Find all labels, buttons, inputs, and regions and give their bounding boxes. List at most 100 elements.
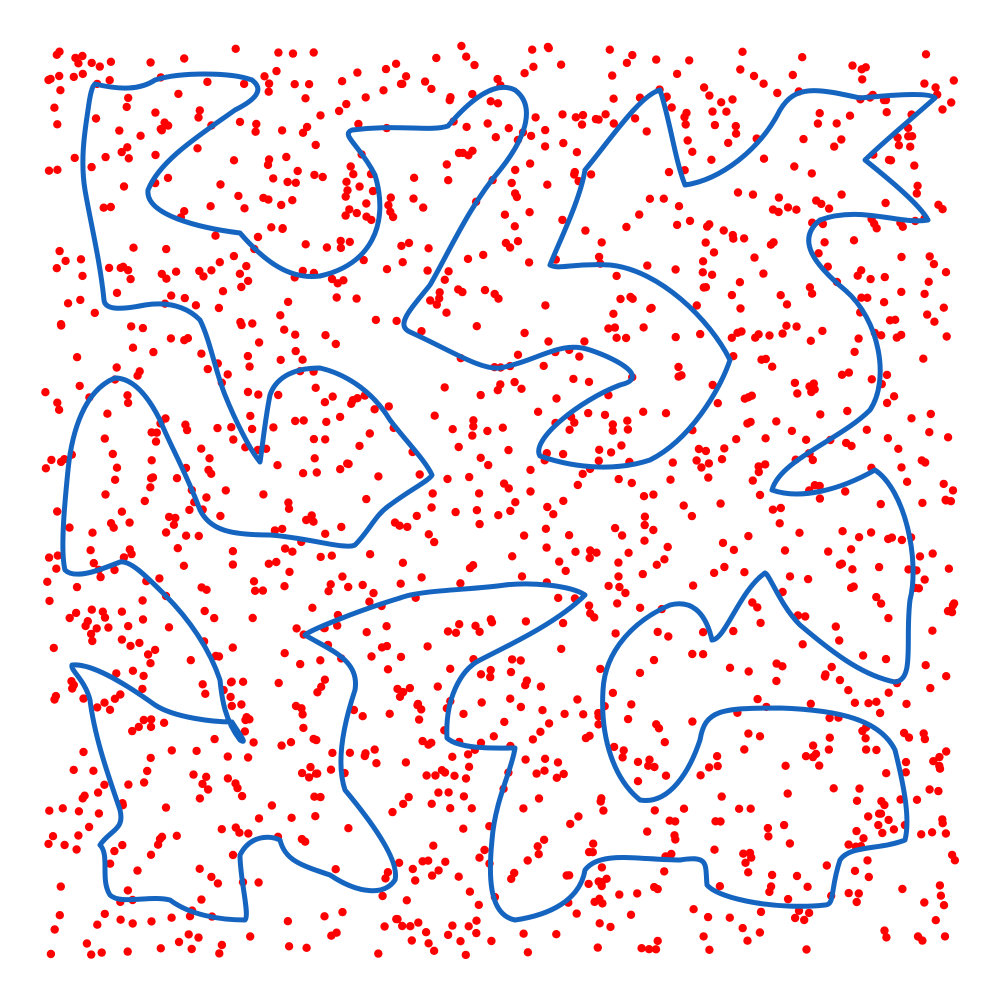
scatter-point bbox=[663, 542, 672, 552]
scatter-point bbox=[161, 414, 170, 423]
scatter-point bbox=[779, 820, 789, 830]
scatter-point bbox=[597, 794, 606, 803]
scatter-point bbox=[725, 663, 735, 672]
scatter-point bbox=[850, 866, 860, 876]
scatter-point bbox=[882, 398, 892, 408]
scatter-point bbox=[206, 202, 215, 211]
scatter-point bbox=[251, 127, 260, 136]
scatter-point bbox=[283, 177, 292, 187]
scatter-point bbox=[269, 174, 278, 183]
scatter-point bbox=[163, 121, 173, 130]
scatter-point bbox=[472, 322, 481, 331]
scatter-point bbox=[409, 194, 418, 203]
scatter-point bbox=[674, 372, 683, 381]
scatter-point bbox=[377, 643, 387, 652]
scatter-point bbox=[740, 394, 749, 403]
scatter-point bbox=[501, 238, 511, 248]
scatter-point bbox=[565, 871, 574, 880]
scatter-point bbox=[345, 748, 355, 757]
scatter-point bbox=[844, 686, 853, 695]
scatter-point bbox=[333, 279, 342, 288]
scatter-point bbox=[716, 817, 725, 826]
scatter-point bbox=[661, 409, 671, 418]
scatter-point bbox=[838, 527, 847, 536]
scatter-point bbox=[935, 752, 944, 762]
scatter-point bbox=[112, 288, 122, 298]
scatter-point bbox=[651, 945, 661, 954]
scatter-point bbox=[872, 697, 881, 706]
scatter-point bbox=[615, 582, 624, 592]
scatter-point bbox=[119, 182, 129, 191]
scatter-point bbox=[500, 210, 510, 219]
scatter-point bbox=[61, 256, 70, 266]
scatter-point bbox=[383, 665, 393, 674]
scatter-point bbox=[897, 287, 906, 297]
scatter-point bbox=[172, 831, 181, 840]
scatter-point bbox=[921, 661, 930, 670]
scatter-point bbox=[884, 613, 893, 623]
scatter-point bbox=[600, 410, 610, 420]
scatter-point bbox=[476, 453, 485, 462]
scatter-point bbox=[156, 944, 165, 953]
scatter-point bbox=[802, 945, 811, 954]
scatter-point bbox=[710, 845, 719, 854]
scatter-point bbox=[534, 850, 543, 859]
scatter-point bbox=[462, 122, 471, 132]
scatter-point bbox=[52, 564, 61, 573]
scatter-point bbox=[159, 718, 169, 727]
scatter-point bbox=[685, 56, 694, 65]
scatter-point bbox=[362, 628, 371, 637]
scatter-point bbox=[484, 460, 493, 470]
scatter-point bbox=[639, 407, 648, 416]
scatter-point bbox=[79, 747, 88, 757]
scatter-point bbox=[355, 182, 364, 191]
scatter-point bbox=[58, 804, 67, 813]
scatter-point bbox=[226, 692, 235, 702]
scatter-point bbox=[541, 524, 551, 533]
scatter-point bbox=[189, 770, 198, 779]
scatter-point bbox=[694, 444, 704, 454]
scatter-point bbox=[391, 59, 401, 68]
scatter-point bbox=[143, 650, 153, 659]
scatter-point bbox=[429, 946, 439, 955]
scatter-point bbox=[311, 140, 320, 150]
scatter-point bbox=[96, 572, 105, 582]
scatter-point bbox=[907, 414, 916, 423]
scatter-point bbox=[521, 755, 530, 764]
scatter-point bbox=[635, 603, 645, 612]
scatter-point bbox=[778, 329, 787, 338]
scatter-point bbox=[491, 133, 500, 142]
scatter-point bbox=[431, 771, 440, 780]
scatter-point bbox=[444, 788, 453, 797]
scatter-point bbox=[70, 153, 79, 163]
scatter-point bbox=[421, 928, 431, 937]
scatter-point bbox=[901, 768, 910, 777]
scatter-point bbox=[859, 834, 868, 843]
scatter-point bbox=[904, 733, 914, 742]
scatter-point bbox=[507, 178, 516, 188]
scatter-point bbox=[124, 621, 133, 631]
scatter-point bbox=[920, 289, 929, 299]
scatter-point bbox=[935, 761, 944, 771]
scatter-point bbox=[942, 747, 951, 756]
scatter-point bbox=[597, 878, 606, 887]
scatter-point bbox=[874, 820, 883, 830]
scatter-point bbox=[812, 196, 821, 205]
scatter-point bbox=[365, 429, 374, 438]
scatter-point bbox=[772, 659, 781, 668]
scatter-point bbox=[928, 626, 937, 635]
scatter-point bbox=[71, 608, 81, 618]
scatter-point bbox=[236, 317, 245, 327]
scatter-point bbox=[322, 243, 332, 252]
scatter-point bbox=[698, 650, 708, 659]
scatter-point bbox=[240, 727, 250, 736]
scatter-point bbox=[128, 726, 137, 736]
scatter-point bbox=[203, 364, 212, 374]
scatter-point bbox=[613, 599, 622, 608]
scatter-point bbox=[245, 715, 254, 724]
scatter-point bbox=[596, 664, 605, 674]
scatter-point bbox=[553, 758, 563, 767]
scatter-point bbox=[824, 547, 833, 556]
scatter-point bbox=[55, 911, 64, 920]
scatter-point bbox=[106, 57, 116, 66]
